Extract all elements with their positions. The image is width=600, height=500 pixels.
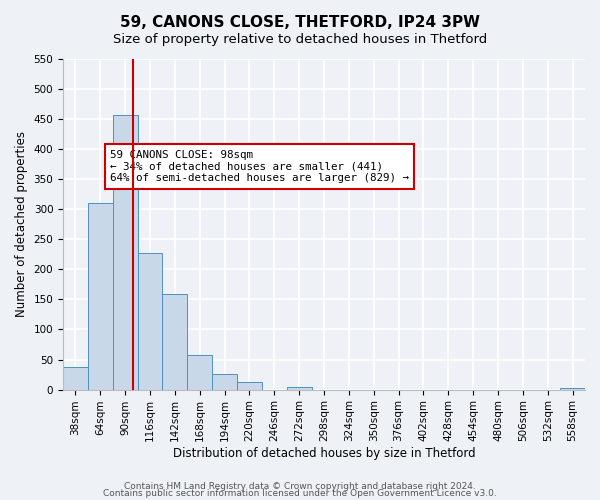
Bar (560, 388, 585, 390)
Bar (187, 356, 212, 390)
Text: Contains public sector information licensed under the Open Government Licence v3: Contains public sector information licen… (103, 489, 497, 498)
Bar (237, 382, 262, 390)
Text: 59 CANONS CLOSE: 98sqm
← 34% of detached houses are smaller (441)
64% of semi-de: 59 CANONS CLOSE: 98sqm ← 34% of detached… (110, 150, 409, 183)
Bar (163, 294, 187, 390)
Bar (212, 374, 237, 390)
Text: Contains HM Land Registry data © Crown copyright and database right 2024.: Contains HM Land Registry data © Crown c… (124, 482, 476, 491)
Text: Size of property relative to detached houses in Thetford: Size of property relative to detached ho… (113, 32, 487, 46)
Bar (113, 115, 137, 390)
Text: 59, CANONS CLOSE, THETFORD, IP24 3PW: 59, CANONS CLOSE, THETFORD, IP24 3PW (120, 15, 480, 30)
Bar (287, 387, 311, 390)
Bar (137, 252, 163, 390)
X-axis label: Distribution of detached houses by size in Thetford: Distribution of detached houses by size … (173, 447, 475, 460)
Y-axis label: Number of detached properties: Number of detached properties (15, 132, 28, 318)
Bar (88, 202, 113, 390)
Bar (63, 367, 88, 390)
